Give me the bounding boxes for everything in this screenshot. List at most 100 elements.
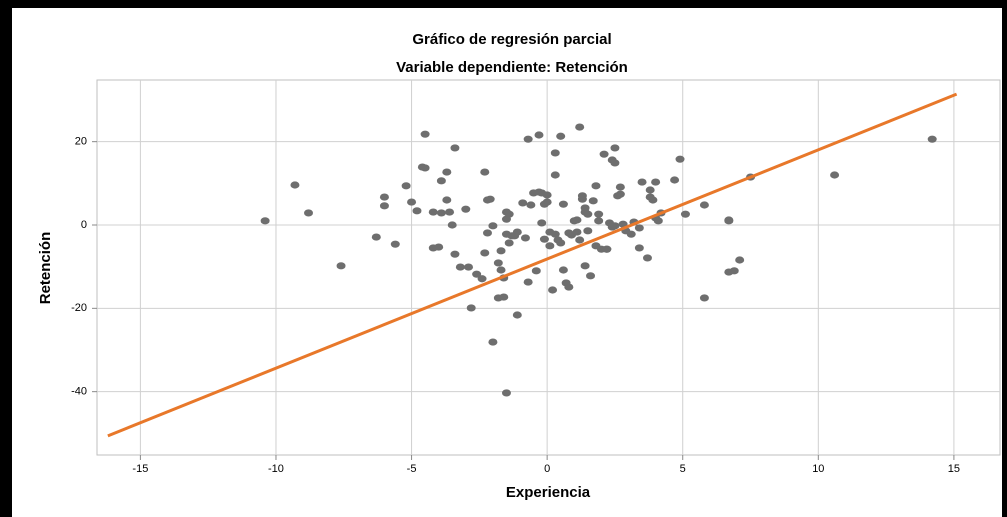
point xyxy=(558,200,568,208)
point xyxy=(442,196,452,204)
point xyxy=(450,250,460,258)
point xyxy=(482,229,492,237)
point xyxy=(610,222,620,230)
point xyxy=(542,191,552,199)
point xyxy=(379,202,389,210)
point xyxy=(626,230,636,238)
point xyxy=(564,283,574,291)
point xyxy=(542,198,552,206)
point xyxy=(588,197,598,205)
point xyxy=(466,304,476,312)
point xyxy=(550,230,560,238)
x-tick-label: 5 xyxy=(680,463,686,475)
y-tick-label: 20 xyxy=(75,136,87,148)
point xyxy=(634,244,644,252)
point xyxy=(550,149,560,157)
point xyxy=(504,210,514,218)
point xyxy=(428,208,438,216)
point xyxy=(602,245,612,253)
point xyxy=(648,196,658,204)
point xyxy=(651,178,661,186)
point xyxy=(653,217,663,225)
point xyxy=(670,176,680,184)
point xyxy=(420,130,430,138)
point xyxy=(548,286,558,294)
point xyxy=(464,263,474,271)
point xyxy=(526,201,536,209)
point xyxy=(472,270,482,278)
point xyxy=(615,190,625,198)
point xyxy=(480,168,490,176)
point xyxy=(401,182,411,190)
point xyxy=(447,221,457,229)
point xyxy=(729,267,739,275)
point xyxy=(336,262,346,270)
point xyxy=(724,217,734,225)
point xyxy=(455,263,465,271)
point xyxy=(550,171,560,179)
point xyxy=(642,254,652,262)
y-tick-label: -40 xyxy=(71,386,87,398)
point xyxy=(699,201,709,209)
point xyxy=(290,181,300,189)
point xyxy=(580,262,590,270)
point xyxy=(594,217,604,225)
x-tick-label: -5 xyxy=(407,463,417,475)
point xyxy=(512,228,522,236)
x-tick-label: -10 xyxy=(268,463,284,475)
point xyxy=(379,193,389,201)
point xyxy=(583,210,593,218)
point xyxy=(637,178,647,186)
point xyxy=(599,150,609,158)
point xyxy=(412,207,422,215)
point xyxy=(537,219,547,227)
point xyxy=(501,389,511,397)
chart-title: Gráfico de regresión parcial xyxy=(412,31,611,48)
point xyxy=(927,135,937,143)
point xyxy=(735,256,745,264)
point xyxy=(477,275,487,283)
point xyxy=(610,144,620,152)
x-tick-label: 0 xyxy=(544,463,550,475)
point xyxy=(260,217,270,225)
point xyxy=(539,235,549,243)
point xyxy=(436,177,446,185)
y-axis-label: Retención xyxy=(37,232,54,305)
point xyxy=(572,228,582,236)
point xyxy=(583,227,593,235)
point xyxy=(610,159,620,167)
fit-line xyxy=(107,92,958,438)
point xyxy=(420,164,430,172)
point xyxy=(615,183,625,191)
point xyxy=(572,216,582,224)
point xyxy=(675,155,685,163)
point xyxy=(534,131,544,139)
point xyxy=(586,272,596,280)
x-tick-label: 10 xyxy=(812,463,824,475)
plot-area xyxy=(96,79,1001,456)
point xyxy=(577,192,587,200)
point xyxy=(531,267,541,275)
chart-subtitle: Variable dependiente: Retención xyxy=(396,59,628,76)
point xyxy=(461,205,471,213)
point xyxy=(556,239,566,247)
y-tick-label: -20 xyxy=(71,302,87,314)
point xyxy=(485,195,495,203)
point xyxy=(575,236,585,244)
point xyxy=(575,123,585,131)
point xyxy=(830,171,840,179)
point xyxy=(371,233,381,241)
point xyxy=(556,132,566,140)
point xyxy=(699,294,709,302)
point xyxy=(504,239,514,247)
point xyxy=(518,199,528,207)
point xyxy=(436,209,446,217)
point xyxy=(304,209,314,217)
point xyxy=(520,234,530,242)
point xyxy=(493,259,503,267)
point xyxy=(634,224,644,232)
x-tick-label: -15 xyxy=(132,463,148,475)
point xyxy=(512,311,522,319)
